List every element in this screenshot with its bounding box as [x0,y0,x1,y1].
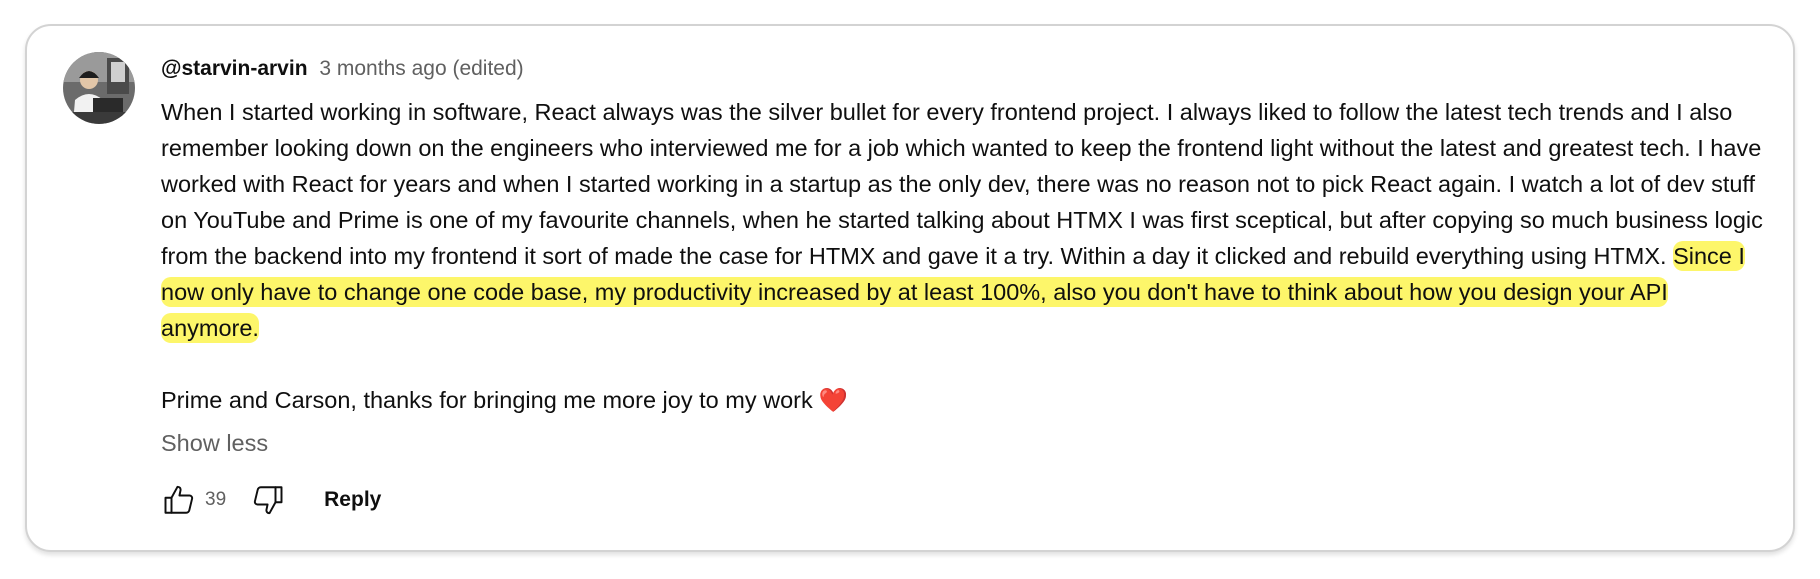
comment-closing-paragraph: Prime and Carson, thanks for bringing me… [161,382,1771,418]
show-less-button[interactable]: Show less [161,430,269,456]
comment-actions: 39 Reply [157,478,381,522]
comment-timestamp[interactable]: 3 months ago (edited) [319,57,524,80]
like-button[interactable] [157,478,201,522]
comment-closing-text: Prime and Carson, thanks for bringing me… [161,387,813,413]
comment-text: When I started working in software, Reac… [161,99,1763,269]
reply-button[interactable]: Reply [324,488,382,511]
like-count: 39 [205,489,227,510]
avatar[interactable] [63,52,135,124]
thumbs-up-icon [164,485,194,514]
comment-header: @starvin-arvin 3 months ago (edited) [161,56,524,82]
comment-card: @starvin-arvin 3 months ago (edited) Whe… [25,24,1795,552]
heart-icon: ❤️ [818,387,848,413]
comment-paragraph: When I started working in software, Reac… [161,94,1771,346]
comment-body: When I started working in software, Reac… [161,94,1771,418]
author-name[interactable]: @starvin-arvin [161,57,308,80]
dislike-button[interactable] [246,478,290,522]
thumbs-down-icon [254,486,283,515]
